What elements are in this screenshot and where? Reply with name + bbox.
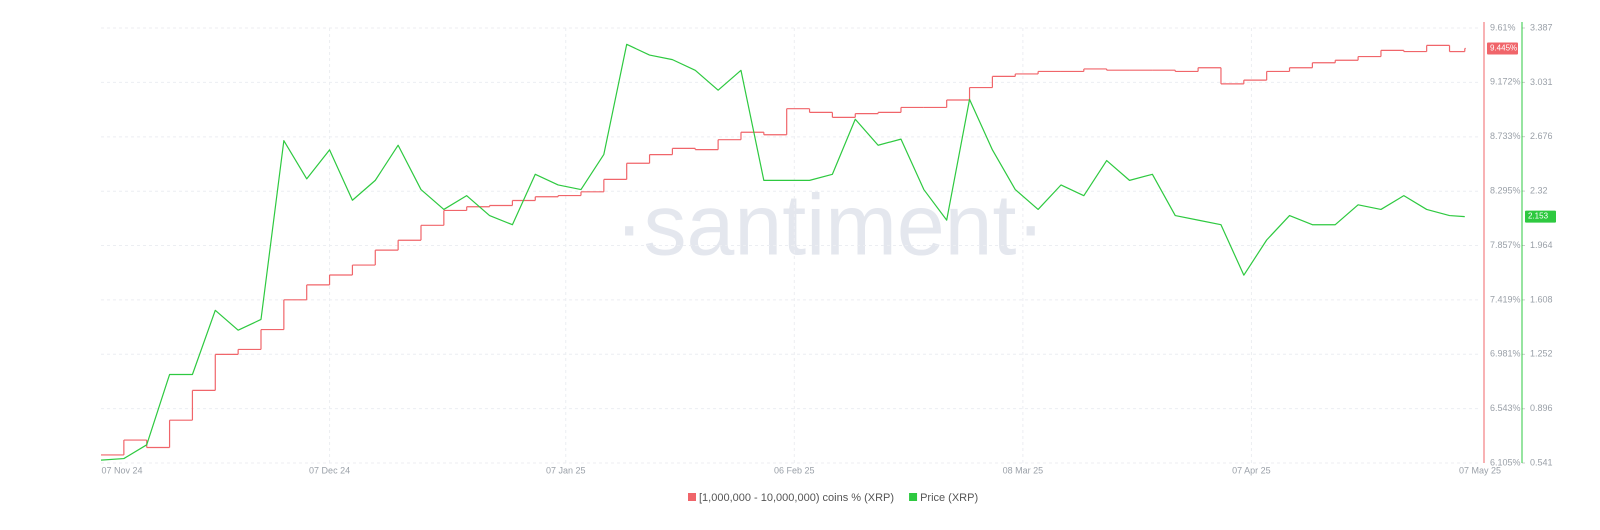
y-tick-label: 8.733% [1490, 131, 1521, 141]
y2-tick-label: 3.031 [1530, 77, 1553, 87]
watermark: ·santiment· [615, 178, 1045, 274]
legend-label: [1,000,000 - 10,000,000) coins % (XRP) [699, 492, 894, 504]
y2-tick-label: 0.541 [1530, 457, 1553, 467]
y2-tick-label: 1.608 [1530, 294, 1553, 304]
y-tick-label: 7.419% [1490, 294, 1521, 304]
x-tick-label: 07 Nov 24 [101, 465, 142, 475]
y-tick-label: 7.857% [1490, 240, 1521, 250]
legend-label: Price (XRP) [920, 492, 978, 504]
y2-tick-label: 0.896 [1530, 403, 1553, 413]
legend-swatch [688, 493, 696, 501]
x-tick-label: 07 Apr 25 [1232, 465, 1271, 475]
y2-tick-label: 3.387 [1530, 22, 1553, 32]
x-tick-label: 06 Feb 25 [774, 465, 815, 475]
x-tick-label: 07 May 25 [1459, 465, 1501, 475]
y2-tick-label: 2.676 [1530, 131, 1553, 141]
value-label: 2.153 [1528, 212, 1549, 221]
price-line [100, 43, 1465, 461]
value-badge [1525, 210, 1556, 223]
x-tick-label: 08 Mar 25 [1003, 465, 1044, 475]
y-tick-label: 6.543% [1490, 403, 1521, 413]
y2-tick-label: 1.964 [1530, 240, 1553, 250]
x-tick-label: 07 Jan 25 [546, 465, 586, 475]
y-tick-label: 6.981% [1490, 349, 1521, 359]
x-tick-label: 07 Dec 24 [309, 465, 350, 475]
y-tick-label: 9.61% [1490, 22, 1516, 32]
value-label: 9.445% [1490, 44, 1517, 53]
legend-swatch [909, 493, 918, 501]
y2-tick-label: 2.32 [1530, 185, 1548, 195]
value-badge [1487, 42, 1518, 55]
y-tick-label: 8.295% [1490, 186, 1521, 196]
y2-tick-label: 1.252 [1530, 349, 1553, 359]
y-tick-label: 6.105% [1490, 457, 1521, 467]
y-tick-label: 9.172% [1490, 77, 1521, 87]
